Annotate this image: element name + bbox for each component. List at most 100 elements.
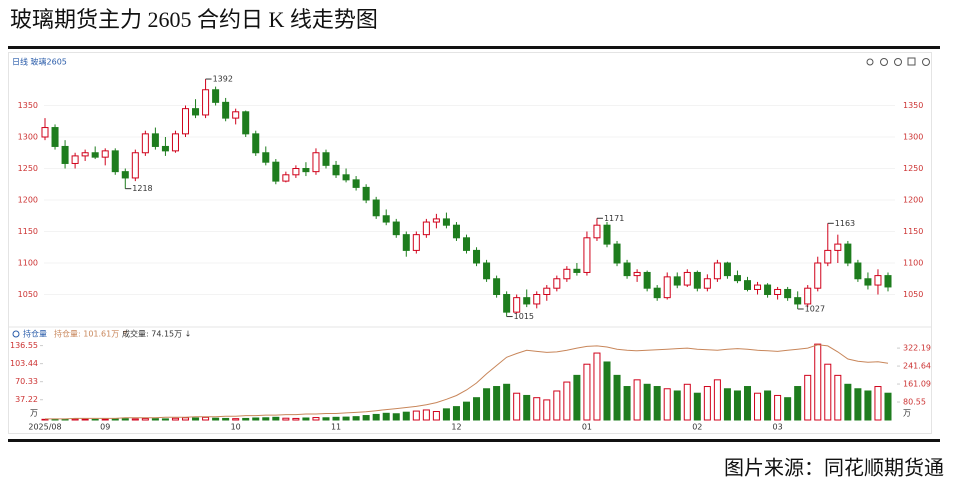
candle-body [884, 275, 892, 288]
candle-body [412, 234, 420, 251]
candle-body [593, 224, 601, 239]
candle-body [703, 278, 711, 289]
y2-tick-label: 80.55 [903, 398, 926, 407]
volume-bar [242, 417, 250, 421]
y-tick-label: 1150 [18, 227, 38, 236]
volume-bar [252, 417, 260, 421]
volume-bar [493, 386, 501, 421]
candle-body [733, 275, 741, 282]
oi-legend: 持仓量: 101.61万 ↑ [54, 329, 128, 339]
x-tick-label: 10 [231, 423, 241, 432]
volume-bar [462, 401, 471, 421]
volume-bar [693, 392, 701, 421]
annotation: 1392 [213, 75, 233, 84]
tool-icon[interactable] [907, 57, 916, 66]
candle-body [282, 174, 290, 182]
candle-body [192, 108, 200, 116]
candle-body [854, 262, 862, 280]
x-tick-label: 2025/08 [28, 423, 61, 432]
candle-body [372, 199, 380, 217]
volume-bar [713, 379, 721, 421]
volume-bar [764, 390, 772, 421]
tool-icon[interactable] [866, 58, 874, 66]
x-tick-label: 03 [773, 423, 783, 432]
candle-body [332, 164, 340, 176]
volume-bar [432, 411, 440, 421]
candle-body [723, 262, 731, 277]
volume-bar [121, 418, 129, 421]
y-tick-label: 1100 [903, 259, 923, 268]
volume-bar [613, 374, 621, 421]
candle-body [81, 152, 89, 157]
candle-body [252, 133, 260, 154]
volume-bar [543, 399, 551, 421]
volume-bar [884, 392, 892, 421]
x-tick-label: 09 [100, 423, 110, 432]
volume-bar [784, 397, 792, 421]
candle-body [111, 150, 119, 173]
volume-bar [302, 417, 310, 421]
volume-bar [683, 383, 691, 421]
tool-icon[interactable] [880, 58, 888, 66]
candle-body [653, 287, 661, 299]
candle-body [633, 271, 641, 277]
candle-body [774, 288, 782, 295]
volume-bar [673, 390, 681, 421]
volume-bar [442, 408, 450, 421]
y-tick-label: 136.55 [10, 341, 38, 350]
candle-body [202, 89, 210, 116]
candle-body [623, 262, 631, 277]
candle-body [483, 262, 491, 280]
y-tick-label: 1300 [18, 133, 38, 142]
candle-body [61, 145, 69, 164]
panel-label: 持仓量 [23, 329, 47, 339]
volume-bar [603, 361, 611, 421]
candle-body [523, 297, 531, 305]
x-tick-label: 11 [331, 423, 341, 432]
candle-body [312, 152, 320, 173]
candle-body [583, 237, 591, 273]
volume-bar [292, 417, 300, 421]
tool-icon[interactable] [894, 58, 902, 66]
candle-body [352, 179, 360, 188]
candle-body [643, 271, 651, 289]
volume-bar [181, 417, 190, 421]
candle-body [493, 278, 501, 295]
candle-body [342, 174, 350, 181]
candle-body [272, 161, 280, 182]
oi-line [45, 344, 889, 420]
y-tick-label: 1350 [18, 101, 38, 110]
volume-bar [322, 417, 330, 421]
volume-bar [844, 383, 852, 421]
volume-bar [332, 416, 340, 421]
volume-bar [362, 415, 370, 421]
volume-bar [563, 381, 571, 421]
candle-body [422, 221, 430, 236]
annotation: 1015 [514, 312, 534, 321]
candle-body [442, 218, 450, 226]
settings-icon[interactable] [12, 330, 20, 338]
volume-bar [272, 416, 280, 421]
tool-icon[interactable] [922, 58, 930, 66]
y-tick-label: 1200 [903, 196, 923, 205]
volume-bar [703, 386, 711, 421]
volume-bar [412, 410, 420, 421]
volume-bar [533, 397, 541, 421]
annotation: 1163 [835, 219, 855, 228]
volume-bar [41, 418, 49, 421]
volume-bar [623, 386, 631, 421]
candle-body [824, 249, 832, 264]
y-tick-label: 1100 [18, 259, 38, 268]
candle-body [302, 168, 310, 173]
candle-body [141, 133, 149, 154]
candle-body [764, 284, 772, 295]
candle-body [743, 280, 752, 290]
candle-body [874, 275, 882, 286]
volume-bar [171, 417, 179, 421]
volume-bar [452, 406, 460, 421]
candle-body [473, 249, 481, 264]
volume-bar [312, 417, 320, 421]
y-tick-label: 1050 [903, 290, 923, 299]
candle-body [814, 262, 822, 289]
candle-body [402, 234, 410, 251]
